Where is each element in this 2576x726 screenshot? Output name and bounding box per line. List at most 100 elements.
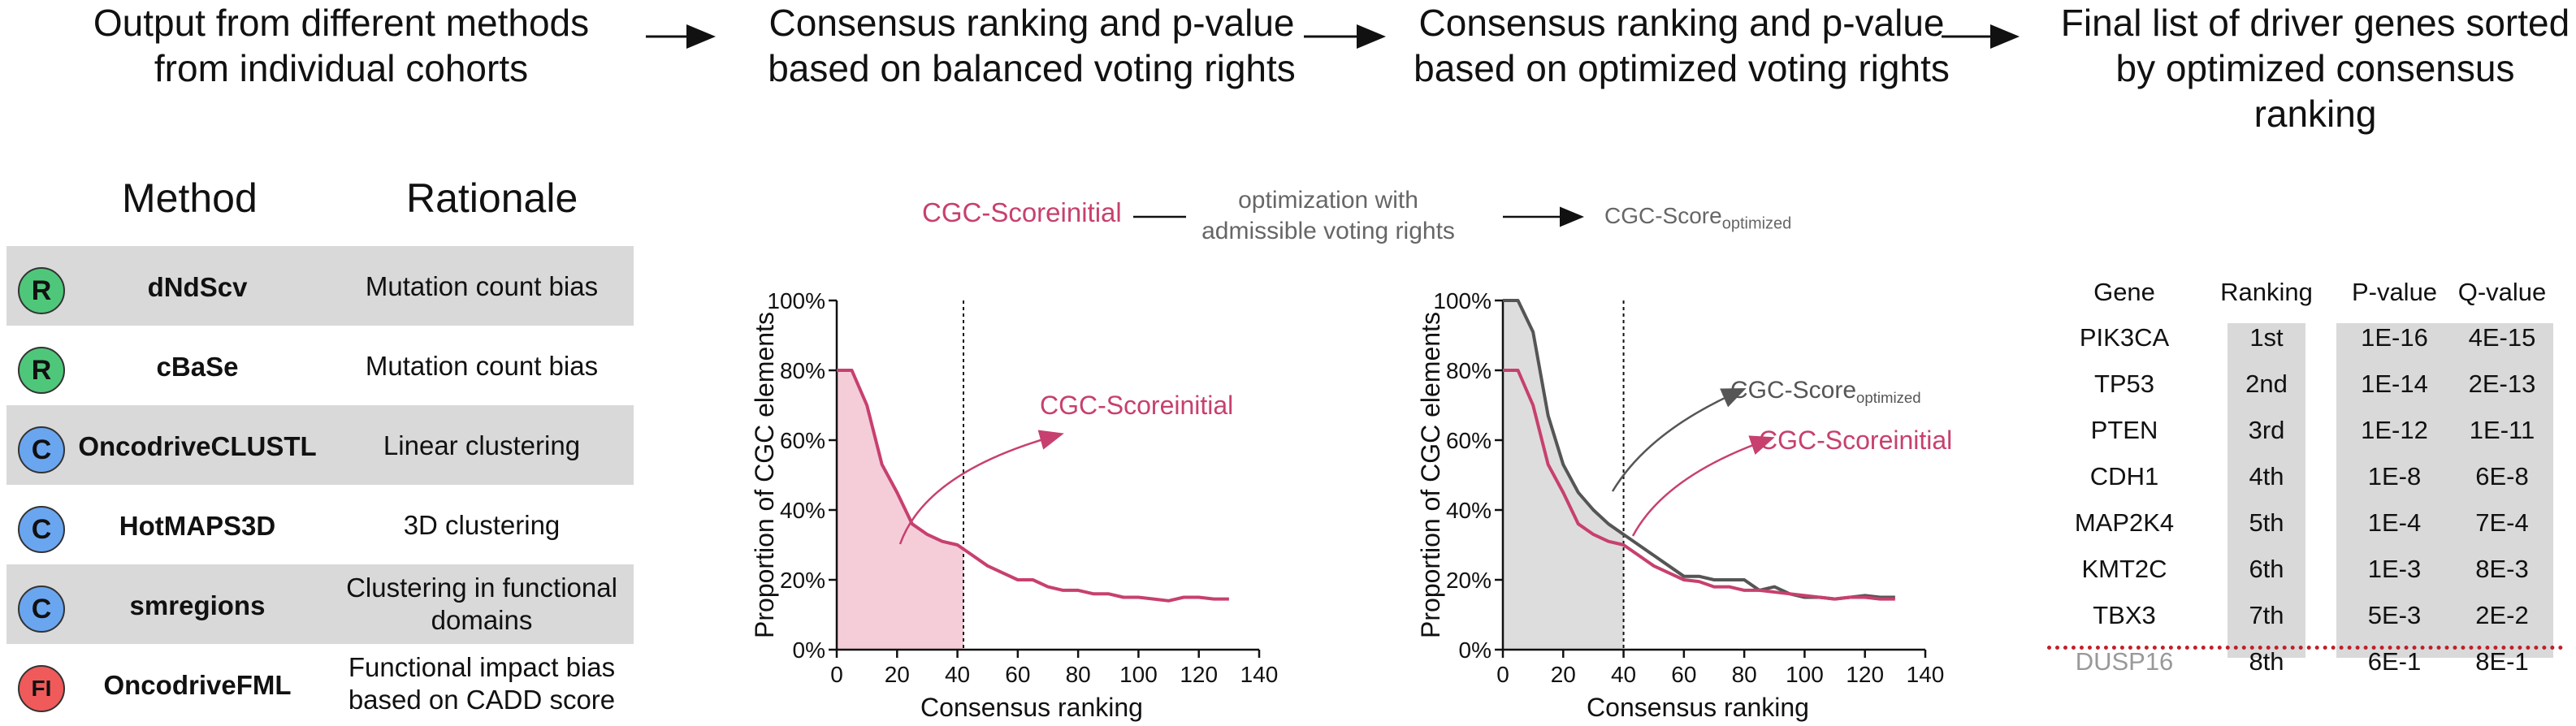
step-2-title: Consensus ranking and p-value based on b… [768, 2, 1296, 89]
method-badge: C [18, 506, 65, 553]
method-name: OncodriveCLUSTL [78, 431, 317, 461]
shaded-area [837, 370, 963, 650]
legend-optimized: CGC-Scoreoptimized [1604, 203, 1792, 233]
gene-value: 2E-2 [2475, 601, 2529, 629]
method-name: HotMAPS3D [119, 511, 276, 541]
gene-value: 8E-1 [2475, 647, 2529, 676]
rationale-header: Rationale [406, 175, 578, 221]
method-row: C HotMAPS3D 3D clustering [6, 485, 634, 564]
series-label: CGC-Scoreoptimized [1730, 377, 1921, 406]
gene-value: 6E-8 [2475, 462, 2529, 490]
method-badge: C [18, 586, 65, 633]
y-tick-label: 60% [1446, 428, 1491, 453]
gene-name: PIK3CA [2079, 323, 2170, 352]
method-row: FI OncodriveFML Functional impact bias bas… [6, 644, 634, 724]
chart-optimized: 0% 20% 40% 60% 80% 100% 0 20 40 60 80 100 120 140 Cons… [1416, 288, 1952, 722]
gene-value: 3rd [2248, 416, 2285, 444]
legend-initial: CGC-Scoreinitial [922, 197, 1122, 227]
gene-table-header: Q-value [2457, 278, 2547, 306]
step-4-title: Final list of driver genes sorted by opt… [2060, 2, 2570, 135]
gene-value: 4E-15 [2468, 323, 2536, 352]
gene-table-header: P-value [2351, 278, 2438, 306]
gene-name: TP53 [2093, 369, 2155, 398]
x-tick-label: 60 [1005, 662, 1030, 687]
gene-table-header: Ranking [2220, 278, 2313, 306]
optimization-text: optimization with admissible voting righ… [1201, 187, 1455, 244]
y-tick-label: 80% [780, 358, 825, 383]
x-tick-label: 120 [1846, 662, 1884, 687]
y-tick-label: 100% [1433, 288, 1491, 313]
gene-value: 2E-13 [2468, 369, 2536, 398]
gene-value: 1E-12 [2361, 416, 2428, 444]
gene-value: 1E-16 [2361, 323, 2428, 352]
method-rationale: Mutation count bias [365, 351, 599, 381]
gene-name: TBX3 [2093, 601, 2156, 629]
y-tick-label: 40% [1446, 498, 1491, 523]
flow-arrows [646, 24, 2020, 49]
x-tick-label: 20 [1551, 662, 1576, 687]
y-tick-label: 100% [767, 288, 825, 313]
method-badge: FI [18, 665, 65, 712]
y-tick-label: 60% [780, 428, 825, 453]
method-badge: C [18, 426, 65, 473]
x-axis-label: Consensus ranking [920, 693, 1143, 722]
y-tick-label: 0% [1459, 637, 1491, 663]
ranking-column-bg [2227, 323, 2305, 658]
gene-value: 5E-3 [2367, 601, 2422, 629]
method-row: C OncodriveCLUSTL Linear clustering [6, 405, 634, 485]
gene-name: KMT2C [2081, 555, 2167, 583]
x-tick-label: 40 [945, 662, 970, 687]
gene-name: DUSP16 [2075, 647, 2174, 676]
method-badge: R [18, 347, 65, 394]
method-name: smregions [129, 590, 266, 620]
method-rationale: Mutation count bias [365, 271, 599, 301]
gene-value: 1E-3 [2367, 555, 2422, 583]
gene-table-header: Gene [2093, 278, 2155, 306]
x-tick-label: 100 [1786, 662, 1824, 687]
x-tick-label: 20 [885, 662, 910, 687]
method-badge: R [18, 267, 65, 314]
x-tick-label: 0 [1496, 662, 1509, 687]
series-line [837, 369, 1229, 603]
method-rationale: Clustering in functional domains [346, 573, 617, 635]
x-tick-label: 100 [1119, 662, 1158, 687]
method-rationale: 3D clustering [403, 510, 561, 540]
gene-name: CDH1 [2089, 462, 2159, 490]
step-1-title: Output from different methods from indiv… [93, 2, 590, 89]
series-label-arrow [1631, 435, 1775, 537]
x-tick-label: 80 [1066, 662, 1091, 687]
gene-value: 7th [2249, 601, 2284, 629]
shaded-area [1503, 300, 1624, 650]
gene-value: 8th [2249, 647, 2284, 676]
gene-value: 8E-3 [2475, 555, 2529, 583]
y-tick-label: 20% [1446, 568, 1491, 593]
series-label: CGC-Scoreinitial [1040, 391, 1233, 420]
x-tick-label: 120 [1180, 662, 1218, 687]
x-axis-label: Consensus ranking [1587, 693, 1809, 722]
values-column-bg [2336, 323, 2553, 658]
series-line [1503, 369, 1895, 601]
x-tick-label: 80 [1732, 662, 1757, 687]
method-rationale: Functional impact bias based on CADD sco… [348, 652, 616, 715]
method-name: dNdScv [147, 272, 248, 302]
gene-value: 4th [2249, 462, 2284, 490]
x-tick-label: 40 [1611, 662, 1636, 687]
gene-value: 5th [2249, 508, 2284, 537]
significance-cutoff-line [2047, 646, 2563, 650]
x-tick-label: 140 [1907, 662, 1945, 687]
gene-value: 1E-8 [2367, 462, 2422, 490]
gene-name: PTEN [2090, 416, 2158, 444]
series-label-arrow [1611, 388, 1747, 492]
method-name: OncodriveFML [103, 670, 292, 700]
y-tick-label: 0% [793, 637, 825, 663]
series-label-arrow [898, 430, 1064, 545]
method-rationale: Linear clustering [383, 430, 581, 460]
gene-value: 2nd [2245, 369, 2288, 398]
x-tick-label: 140 [1240, 662, 1279, 687]
y-tick-label: 80% [1446, 358, 1491, 383]
gene-value: 1E-14 [2361, 369, 2428, 398]
gene-value: 1E-4 [2367, 508, 2422, 537]
